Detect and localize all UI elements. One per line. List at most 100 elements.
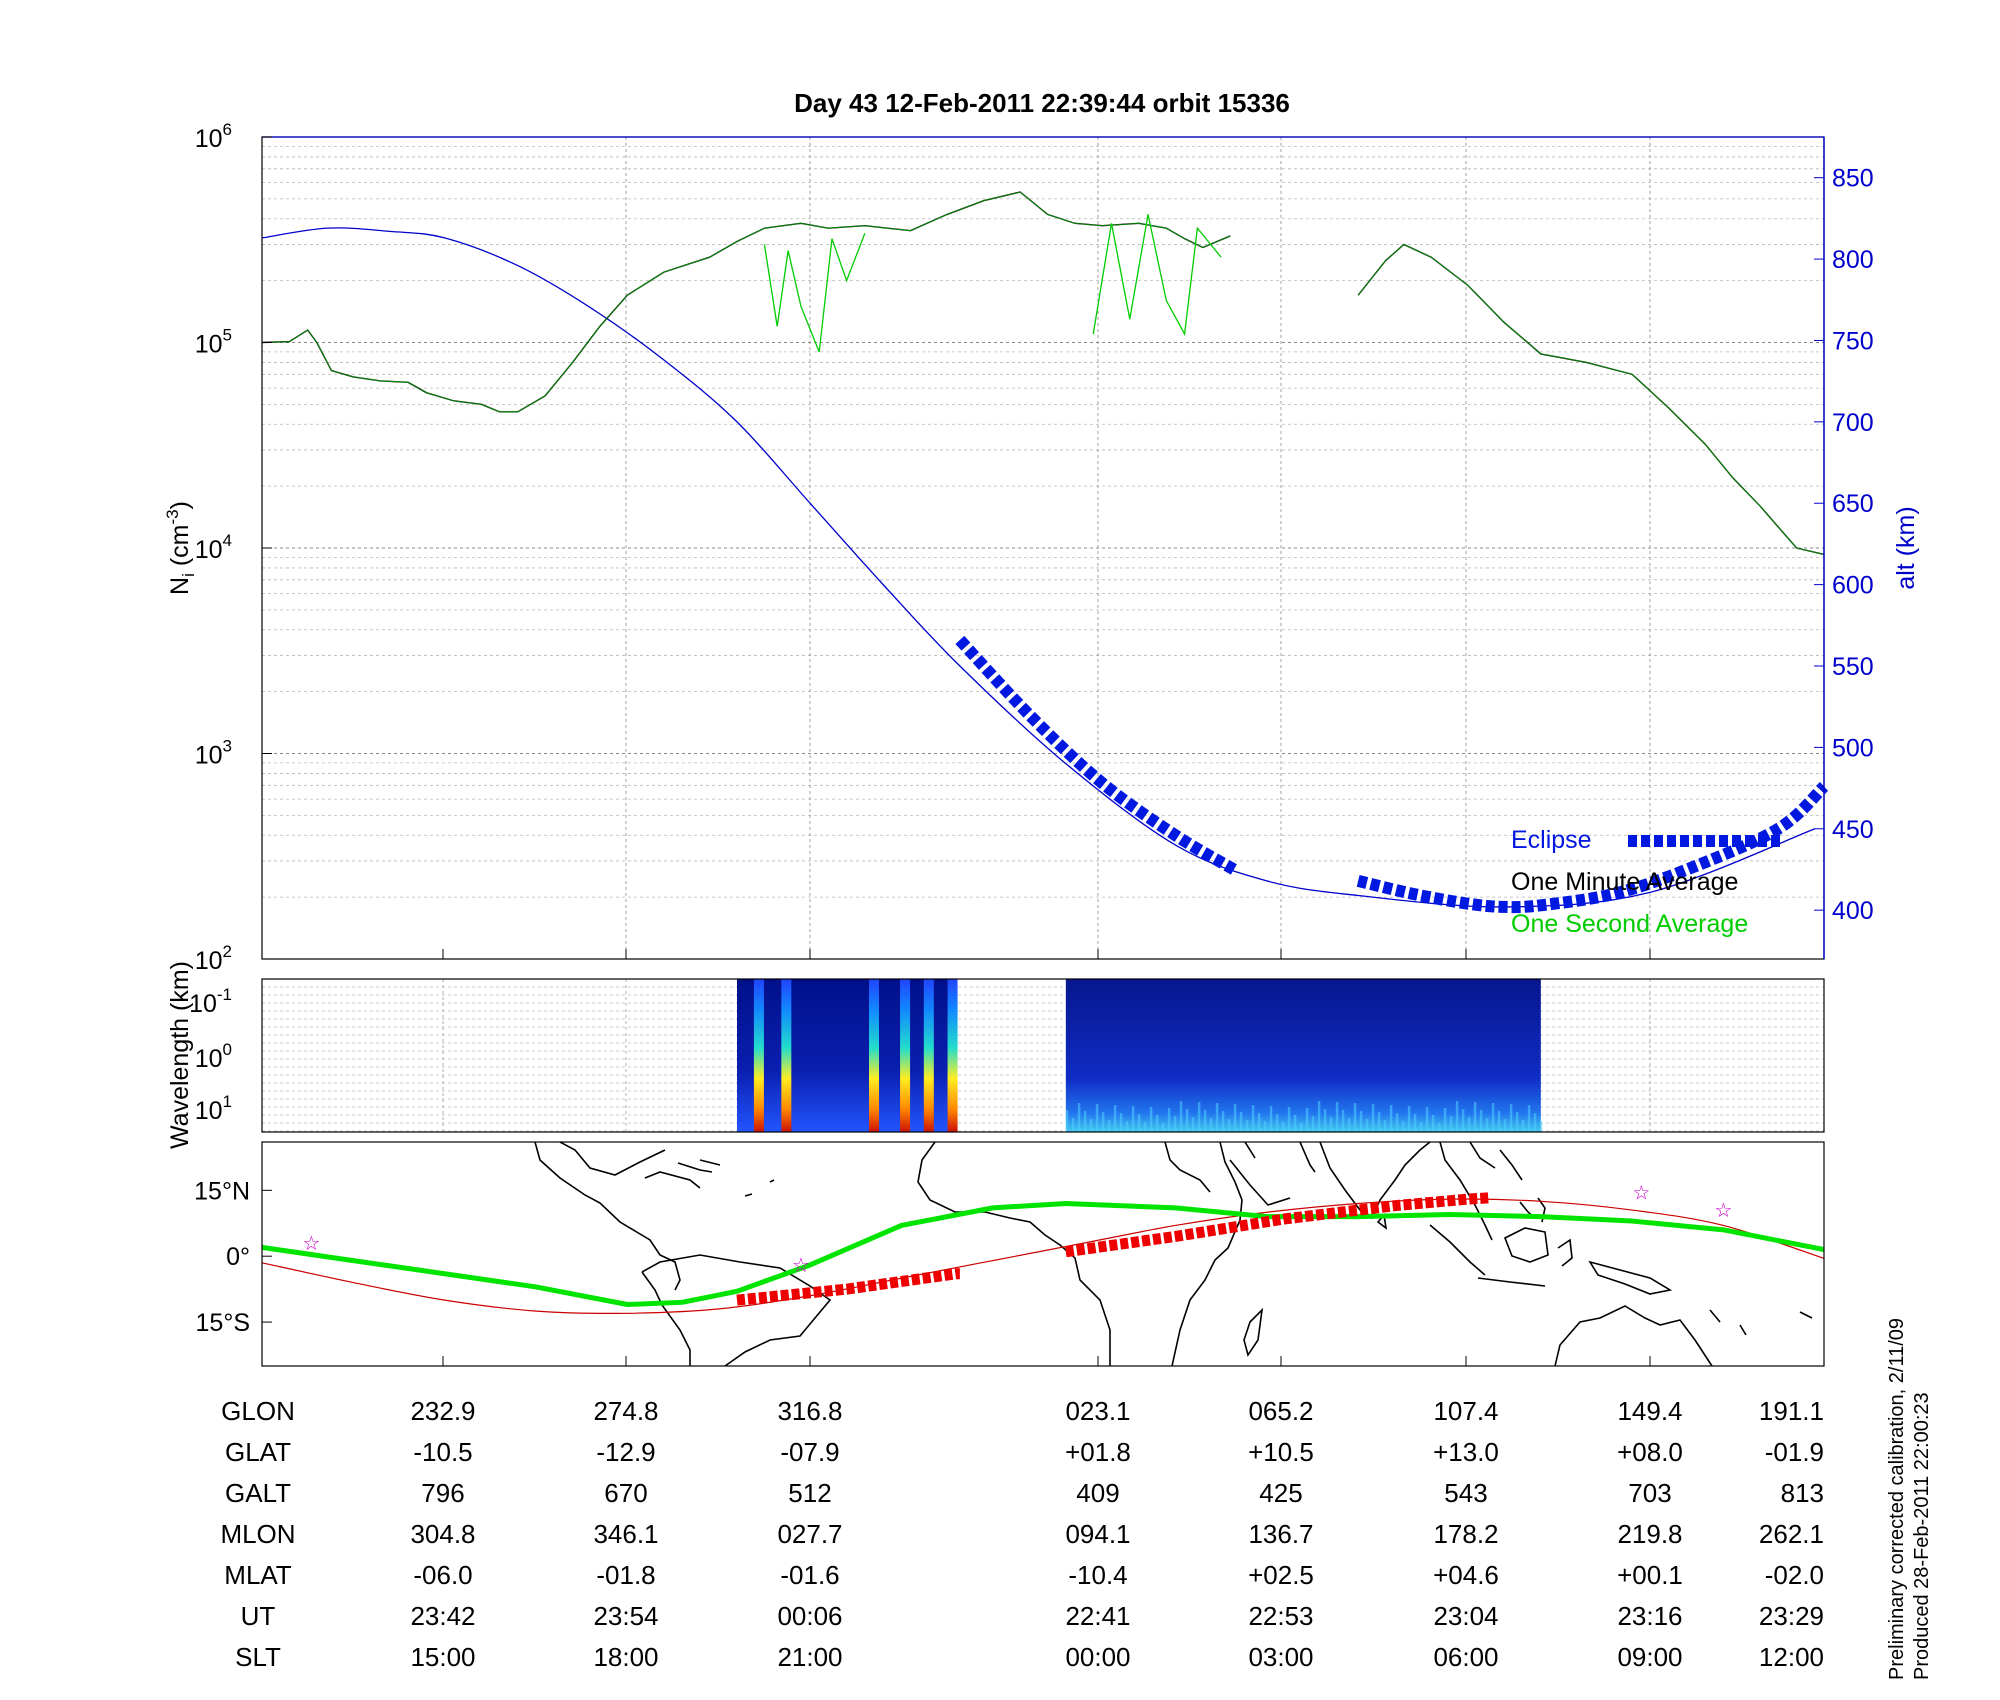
spectrogram-streak: [1533, 1113, 1537, 1132]
right-tick-label: 800: [1832, 246, 1874, 274]
table-row-label: GLAT: [225, 1437, 291, 1467]
table-cell: -06.0: [413, 1560, 472, 1590]
spectrogram-streak: [1179, 1101, 1183, 1132]
table-cell: 316.8: [777, 1396, 842, 1426]
table-cell: -01.8: [596, 1560, 655, 1590]
spectrogram-burst: [900, 979, 911, 1132]
spectrogram-streak: [1371, 1104, 1375, 1132]
table-cell: 512: [788, 1478, 831, 1508]
ephemeris-table: GLON GLAT GALT MLON MLAT UT SLT 232.9 -10.5 796 30…: [220, 1396, 1824, 1672]
spectrogram-streak: [1281, 1122, 1285, 1132]
left-tick-label: 106: [195, 120, 232, 153]
table-cell: +00.1: [1617, 1560, 1683, 1590]
table-cell: +13.0: [1433, 1437, 1499, 1467]
table-cell: 191.1: [1759, 1396, 1824, 1426]
spectrogram-streak: [1467, 1117, 1471, 1132]
spectrogram-y-ticks: 10-1 100 101: [189, 985, 232, 1125]
table-cell: 262.1: [1759, 1519, 1824, 1549]
spectrogram-streak: [1287, 1107, 1291, 1132]
spectrogram-block: [736, 979, 957, 1132]
spectrogram-streak: [1149, 1107, 1153, 1132]
table-cell: -10.4: [1068, 1560, 1127, 1590]
table-cell: 703: [1628, 1478, 1671, 1508]
spectrogram-streak: [1161, 1123, 1165, 1132]
left-tick-label: 103: [195, 737, 232, 770]
spectrogram-streak: [1191, 1117, 1195, 1132]
spectrogram-burst: [753, 979, 764, 1132]
spectrogram-tick-label: 100: [195, 1040, 232, 1073]
legend-minute-label: One Minute Average: [1511, 868, 1738, 896]
right-tick-label: 750: [1832, 327, 1874, 355]
table-cell: -02.0: [1765, 1560, 1824, 1590]
table-cell: +04.6: [1433, 1560, 1499, 1590]
map-axes-box: [261, 1141, 1825, 1367]
spectrogram-streak: [1401, 1121, 1405, 1132]
table-cell: 813: [1781, 1478, 1824, 1508]
density-gridlines: [262, 146, 1824, 960]
map-tick-label: 15°S: [196, 1309, 250, 1337]
spectrogram-streak: [1227, 1119, 1231, 1132]
right-tick-label: 850: [1832, 165, 1874, 193]
spectrogram-streak: [1515, 1112, 1519, 1132]
table-cell: 409: [1076, 1478, 1119, 1508]
spectrogram-streak: [1389, 1105, 1393, 1132]
spectrogram-plot-area: [262, 979, 1824, 1132]
spectrogram-streak: [1509, 1104, 1513, 1132]
spectrogram-streak: [1473, 1102, 1477, 1132]
spectrogram-burst: [947, 979, 958, 1132]
eclipse-markers: [955, 635, 1829, 914]
map-latitude-ticks: 15°N 0° 15°S: [194, 1177, 1651, 1366]
spectrogram-tick-label: 10-1: [189, 985, 232, 1018]
table-row-label: MLON: [220, 1519, 295, 1549]
spectrogram-streak: [1155, 1115, 1159, 1132]
spectrogram-streak: [1245, 1120, 1249, 1132]
second-average-segment: [1092, 214, 1222, 337]
spectrogram-streak: [1521, 1120, 1525, 1132]
spectrogram-streak: [1275, 1114, 1279, 1132]
spectrogram-streak: [1083, 1111, 1087, 1132]
table-cell: 12:00: [1759, 1642, 1824, 1672]
table-cell: 06:00: [1433, 1642, 1498, 1672]
spectrogram-streak: [1365, 1119, 1369, 1132]
table-row-label: UT: [241, 1601, 276, 1631]
right-axis-label: alt (km): [1892, 506, 1920, 589]
spectrogram-streak: [1263, 1121, 1267, 1132]
left-tick-label: 105: [195, 326, 232, 359]
spectrogram-streak: [1125, 1121, 1129, 1132]
table-cell: +02.5: [1248, 1560, 1314, 1590]
map-tick-label: 0°: [226, 1243, 250, 1271]
spectrogram-burst: [869, 979, 880, 1132]
spectrogram-streak: [1425, 1107, 1429, 1132]
spectrogram-streak: [1395, 1113, 1399, 1132]
spectrogram-streak: [1119, 1113, 1123, 1132]
spectrogram-streak: [1311, 1116, 1315, 1132]
spectrogram-streak: [1101, 1112, 1105, 1132]
spectrogram-streak: [1221, 1111, 1225, 1132]
spectrogram-streak: [1089, 1119, 1093, 1132]
spectrogram-streak: [1071, 1118, 1075, 1132]
table-cell: 136.7: [1248, 1519, 1313, 1549]
second-average-underlay: [261, 191, 1231, 413]
spectrogram-streak: [1497, 1111, 1501, 1132]
table-cell: -01.9: [1765, 1437, 1824, 1467]
right-tick-label: 600: [1832, 572, 1874, 600]
table-cell: 425: [1259, 1478, 1302, 1508]
right-tick-label: 450: [1832, 816, 1874, 844]
table-cell: 107.4: [1433, 1396, 1498, 1426]
map-eclipse-track: [1065, 1192, 1491, 1258]
satellite-ground-track: [261, 1200, 1825, 1308]
produced-note: Produced 28-Feb-2011 22:00:23: [1911, 1392, 1933, 1680]
table-cell: 18:00: [593, 1642, 658, 1672]
spectrogram-streak: [1377, 1112, 1381, 1132]
spectrogram-streak: [1065, 1110, 1069, 1132]
spectrogram-streak: [1455, 1101, 1459, 1132]
spectrogram-streak: [1203, 1110, 1207, 1132]
spectrogram-streak: [1341, 1110, 1345, 1132]
second-average-segment: [763, 233, 866, 353]
table-cell: 23:54: [593, 1601, 658, 1631]
spectrogram-streak: [1173, 1116, 1177, 1132]
spectrogram-streak: [1305, 1108, 1309, 1132]
spectrogram-streak: [1317, 1101, 1321, 1132]
right-tick-label: 400: [1832, 897, 1874, 925]
spectrogram-streak: [1257, 1113, 1261, 1132]
